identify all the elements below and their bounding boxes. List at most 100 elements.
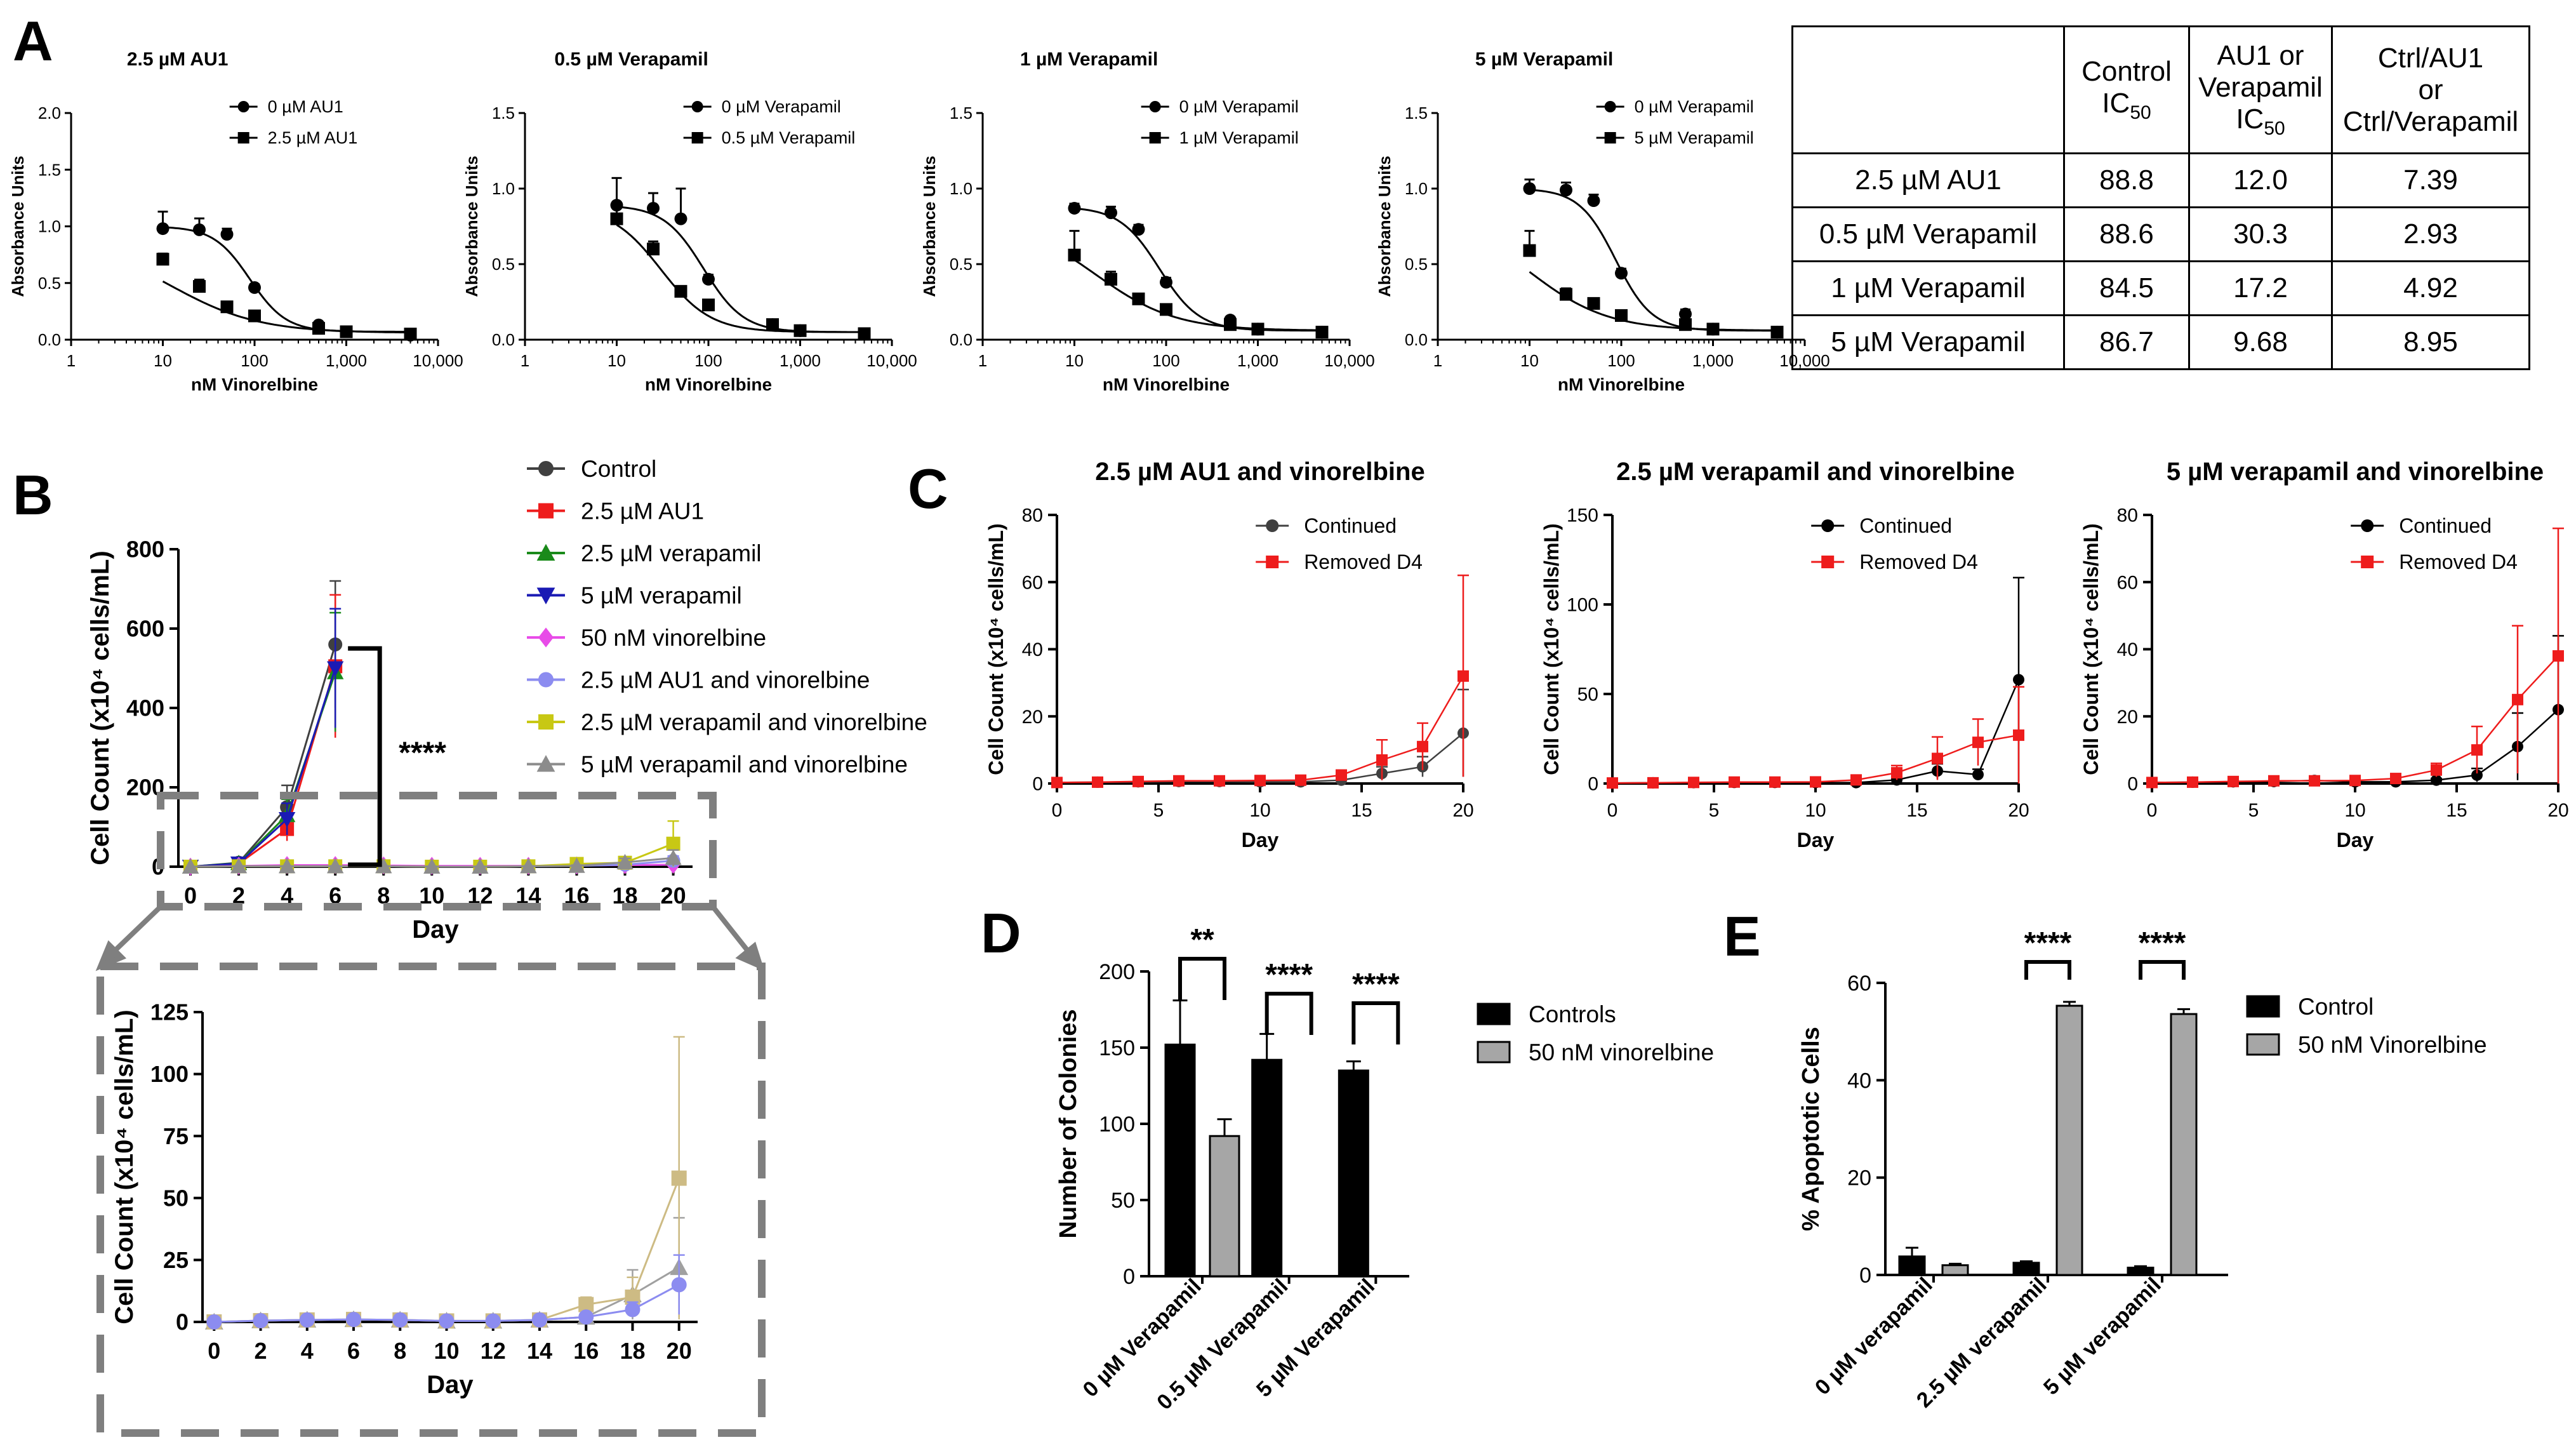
y-tick-label: 1.0	[1405, 179, 1428, 198]
header-text: or	[2418, 74, 2443, 105]
ic50-table: Control IC50 AU1 or Verapamil IC50 Ctrl/…	[1791, 25, 2530, 370]
y-axis-label: Absorbance Units	[462, 156, 481, 297]
data-point	[1560, 288, 1573, 301]
y-tick-label: 20	[1847, 1166, 1871, 1191]
x-tick-label: 10	[419, 883, 444, 909]
legend-marker	[538, 503, 554, 519]
table-cell: 30.3	[2188, 206, 2333, 262]
x-tick-label: 1	[978, 351, 987, 370]
x-tick-label: 10	[2344, 800, 2365, 821]
significance-bracket	[1351, 1001, 1400, 1044]
y-tick-label: 200	[1099, 960, 1135, 984]
data-point	[610, 212, 623, 225]
y-tick-label: 80	[2117, 505, 2138, 526]
legend-marker	[237, 132, 249, 143]
y-tick-label: 0.0	[1405, 330, 1428, 349]
data-point	[1417, 740, 1428, 752]
header-text: Control	[2081, 56, 2172, 88]
panel-label-d: D	[981, 902, 1021, 964]
series-line	[190, 668, 336, 868]
table-cell: 12.0	[2188, 152, 2333, 208]
legend-label: 0 µM Verapamil	[1179, 97, 1299, 116]
table-cell: 84.5	[2063, 260, 2190, 316]
data-point	[1972, 768, 1984, 780]
fit-curve	[616, 223, 865, 333]
zoom-arrowhead-right	[735, 942, 765, 971]
data-point	[2471, 769, 2483, 781]
data-point	[248, 309, 261, 323]
bar	[1941, 1264, 1969, 1276]
y-axis-label: Number of Colonies	[1055, 1009, 1082, 1238]
data-point	[578, 1309, 594, 1325]
x-tick-label: 100	[1152, 351, 1179, 370]
x-axis-label: nM Vinorelbine	[191, 375, 318, 394]
data-point	[230, 858, 248, 874]
table-header-row: Control IC50 AU1 or Verapamil IC50 Ctrl/…	[1791, 25, 2530, 154]
y-tick-label: 1.0	[38, 217, 61, 236]
panel-label-e: E	[1723, 905, 1761, 968]
data-point	[392, 1312, 408, 1328]
x-tick-label: 10	[434, 1338, 459, 1364]
data-point	[1523, 182, 1536, 195]
data-point	[2512, 693, 2523, 705]
y-tick-label: 125	[150, 999, 189, 1025]
significance-marker: ****	[399, 737, 446, 770]
x-tick-label: 6	[347, 1338, 360, 1364]
chart-title: 1 µM Verapamil	[1020, 49, 1158, 70]
fit-curve	[162, 280, 411, 334]
x-tick-label: 5 µM verapamil	[2039, 1273, 2166, 1400]
x-axis-label: nM Vinorelbine	[645, 375, 772, 394]
data-point	[1679, 307, 1692, 321]
zoom-indicator	[96, 792, 766, 1437]
legend-label: 50 nM vinorelbine	[581, 625, 766, 651]
x-tick-label: 4	[281, 883, 293, 909]
y-tick-label: 1.5	[1405, 103, 1428, 123]
data-point	[156, 253, 169, 266]
bar	[1251, 1058, 1283, 1277]
x-axis-label: Day	[1242, 829, 1279, 851]
y-tick-label: 1.0	[950, 179, 973, 198]
y-tick-label: 0.0	[492, 330, 515, 349]
y-tick-label: 150	[1567, 505, 1598, 526]
x-tick-label: 0	[1607, 800, 1618, 821]
bar	[2170, 1013, 2198, 1276]
legend-marker	[1821, 519, 1835, 532]
data-point	[1105, 206, 1118, 220]
x-tick-label: 1,000	[326, 351, 367, 370]
y-tick-label: 50	[1111, 1189, 1135, 1213]
x-tick-label: 5	[1153, 800, 1164, 821]
y-tick-label: 0.0	[38, 330, 61, 349]
x-tick-label: 1	[521, 351, 529, 370]
legend-label: 2.5 µM verapamil	[581, 540, 762, 566]
y-tick-label: 100	[150, 1061, 189, 1087]
y-tick-label: 40	[2117, 639, 2138, 660]
table-cell: 5 µM Verapamil	[1791, 314, 2065, 370]
y-tick-label: 40	[1847, 1069, 1871, 1093]
x-tick-label: 12	[481, 1338, 506, 1364]
chart-a1-au1: 0.0 0.5 1.0 1.5 2.0 1 10 100 1,000 10,000 nM Vinor…	[8, 49, 463, 394]
zoom-arrows	[95, 905, 765, 971]
data-point	[193, 280, 206, 293]
data-point	[278, 812, 296, 828]
data-point	[1068, 201, 1081, 215]
x-tick-label: 16	[573, 1338, 599, 1364]
data-point	[625, 1302, 641, 1317]
table-cell: 7.39	[2331, 152, 2530, 208]
y-axis-label: Absorbance Units	[1375, 156, 1394, 297]
panel-label-c: C	[908, 457, 948, 520]
x-tick-label: 1	[67, 351, 76, 370]
x-tick-label: 10,000	[413, 351, 463, 370]
data-point	[1729, 776, 1740, 788]
x-tick-label: 0 µM verapamil	[1810, 1273, 1937, 1400]
legend-marker	[538, 714, 554, 730]
data-point	[674, 284, 687, 298]
data-point	[1615, 267, 1628, 280]
chart-c2: 0 50 100 150 0 5 10 15 20 Day Cell Count (x10⁴ cel…	[1540, 458, 2029, 851]
legend-swatch	[1477, 1041, 1511, 1064]
data-point	[2268, 775, 2280, 787]
fit-curve	[1073, 259, 1322, 331]
bar	[2055, 1004, 2083, 1276]
y-tick-label: 75	[163, 1123, 189, 1149]
chart-c1: 0 20 40 60 80 0 5 10 15 20 Day Cell Count (x10⁴ cel…	[985, 458, 1474, 851]
data-point	[1214, 775, 1225, 787]
